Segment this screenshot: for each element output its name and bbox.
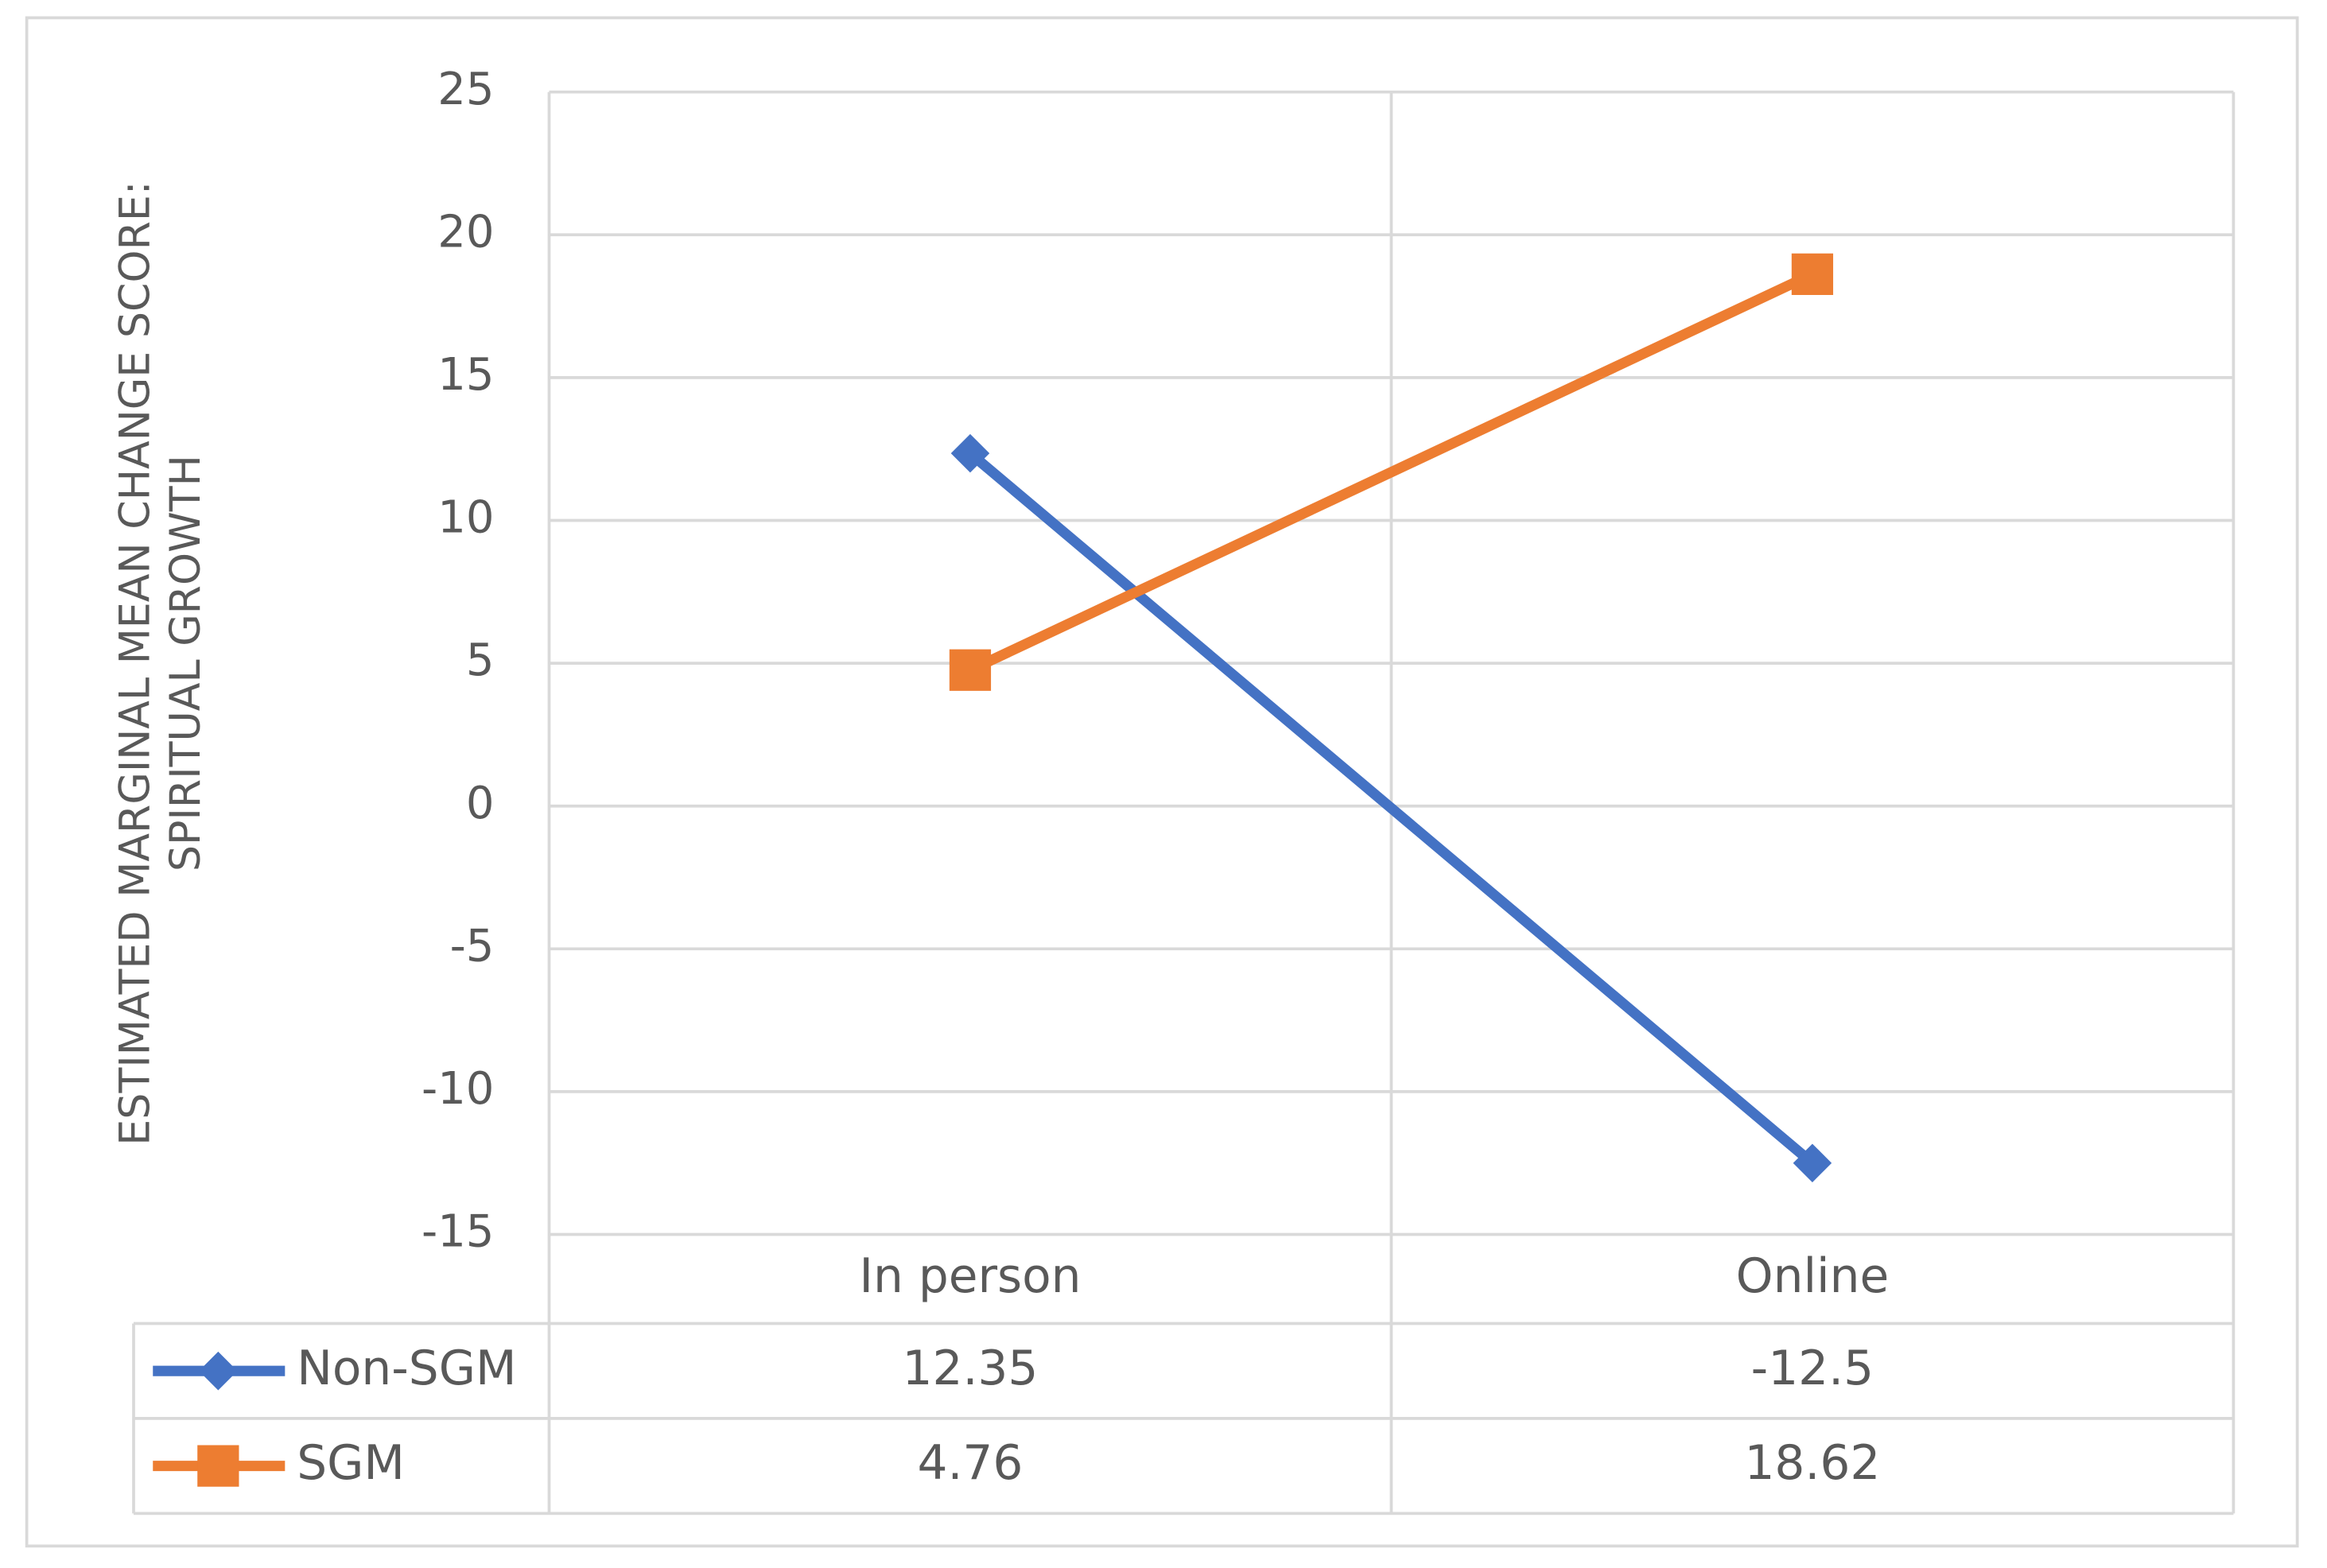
y-tick-label: 5 (466, 635, 495, 686)
series-line (966, 449, 1816, 1167)
table-value: 12.35 (902, 1341, 1038, 1396)
y-axis-title-group: ESTIMATED MARGINAL MEAN CHANGE SCORE: SPI… (112, 181, 210, 1146)
x-tick-label: In person (859, 1249, 1081, 1304)
y-axis-title: ESTIMATED MARGINAL MEAN CHANGE SCORE: SPI… (112, 181, 210, 1146)
y-tick-label: 10 (437, 492, 494, 544)
chart-border (25, 16, 2299, 1548)
legend-marker (199, 1351, 238, 1391)
y-tick-label: 15 (437, 349, 494, 401)
x-tick-label: Online (1736, 1249, 1890, 1304)
data-point (1791, 253, 1834, 295)
y-tick-label: 25 (437, 64, 494, 115)
legend-label: Non-SGM (297, 1341, 516, 1396)
legend-label: SGM (297, 1436, 405, 1491)
y-tick-label: -5 (450, 920, 495, 972)
data-point (949, 649, 992, 691)
data-point (1793, 1143, 1832, 1182)
series-line (968, 269, 1815, 675)
y-tick-label: 0 (466, 778, 495, 829)
table-value: 4.76 (917, 1436, 1023, 1491)
y-tick-label: -15 (422, 1206, 494, 1258)
y-tick-label: 20 (437, 206, 494, 258)
legend-marker (197, 1445, 239, 1487)
table-value: -12.5 (1751, 1341, 1874, 1396)
y-tick-label: -10 (422, 1063, 494, 1115)
table-value: 18.62 (1744, 1436, 1880, 1491)
